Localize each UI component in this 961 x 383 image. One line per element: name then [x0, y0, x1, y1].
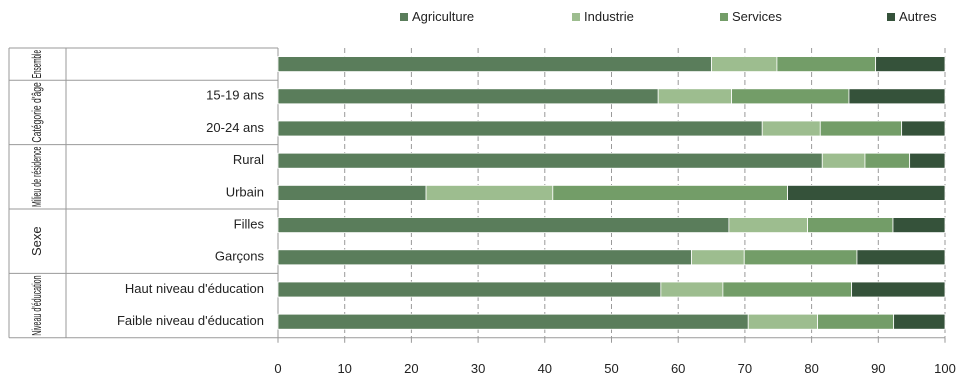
category-label: Urbain	[226, 184, 264, 199]
legend-label: Autres	[899, 9, 937, 24]
bar-industrie	[691, 249, 745, 266]
bar-autres	[892, 217, 946, 234]
bar-agriculture	[277, 184, 427, 201]
group-label: Niveau d'éducation	[29, 275, 44, 335]
x-tick-label: 0	[274, 361, 281, 376]
bar-industrie	[657, 88, 732, 105]
bar-services	[819, 120, 903, 137]
bar-services	[552, 184, 788, 201]
x-tick-label: 40	[538, 361, 552, 376]
x-tick-label: 20	[404, 361, 418, 376]
bar-agriculture	[277, 313, 749, 330]
bar-agriculture	[277, 217, 730, 234]
x-tick-label: 50	[604, 361, 618, 376]
bar-services	[743, 249, 858, 266]
category-label: 15-19 ans	[206, 88, 264, 103]
legend-swatch	[887, 13, 895, 21]
bar-autres	[851, 281, 946, 298]
bar-services	[807, 217, 894, 234]
bar-services	[722, 281, 853, 298]
legend-swatch	[720, 13, 728, 21]
bar-industrie	[711, 56, 778, 72]
group-label: Ensemble	[29, 50, 44, 78]
bar-autres	[875, 56, 946, 72]
bar-autres	[856, 249, 946, 266]
category-label: 20-24 ans	[206, 120, 264, 135]
group-label: Milieu de résidence	[29, 147, 44, 207]
legend-swatch	[400, 13, 408, 21]
bar-agriculture	[277, 152, 823, 169]
bar-industrie	[425, 184, 554, 201]
bar-agriculture	[277, 88, 659, 105]
legend-label: Industrie	[584, 9, 634, 24]
bar-industrie	[728, 217, 808, 234]
bar-autres	[848, 88, 946, 105]
bar-autres	[901, 120, 946, 137]
x-tick-label: 10	[337, 361, 351, 376]
category-label: Rural	[233, 152, 264, 167]
legend-swatch	[572, 13, 580, 21]
bar-autres	[787, 184, 946, 201]
bar-agriculture	[277, 120, 763, 137]
x-tick-label: 90	[871, 361, 885, 376]
bar-agriculture	[277, 249, 692, 266]
bar-services	[817, 313, 895, 330]
bar-services	[864, 152, 911, 169]
bar-agriculture	[277, 56, 712, 72]
x-tick-label: 60	[671, 361, 685, 376]
bar-autres	[909, 152, 946, 169]
legend-label: Agriculture	[412, 9, 474, 24]
bar-agriculture	[277, 281, 662, 298]
legend-label: Services	[732, 9, 782, 24]
category-label: Garçons	[215, 249, 265, 264]
x-tick-label: 70	[738, 361, 752, 376]
category-label: Faible niveau d'éducation	[117, 313, 264, 328]
bar-industrie	[747, 313, 819, 330]
bar-autres	[893, 313, 946, 330]
x-tick-label: 30	[471, 361, 485, 376]
x-tick-label: 80	[804, 361, 818, 376]
bar-services	[731, 88, 850, 105]
bar-services	[776, 56, 877, 72]
group-label: Sexe	[29, 226, 44, 256]
x-tick-label: 100	[934, 361, 956, 376]
bar-industrie	[660, 281, 724, 298]
bar-industrie	[821, 152, 866, 169]
category-label: Filles	[234, 217, 265, 232]
category-label: Haut niveau d'éducation	[125, 281, 264, 296]
group-label: Catégorie d'âge	[29, 82, 44, 142]
bar-industrie	[761, 120, 821, 137]
